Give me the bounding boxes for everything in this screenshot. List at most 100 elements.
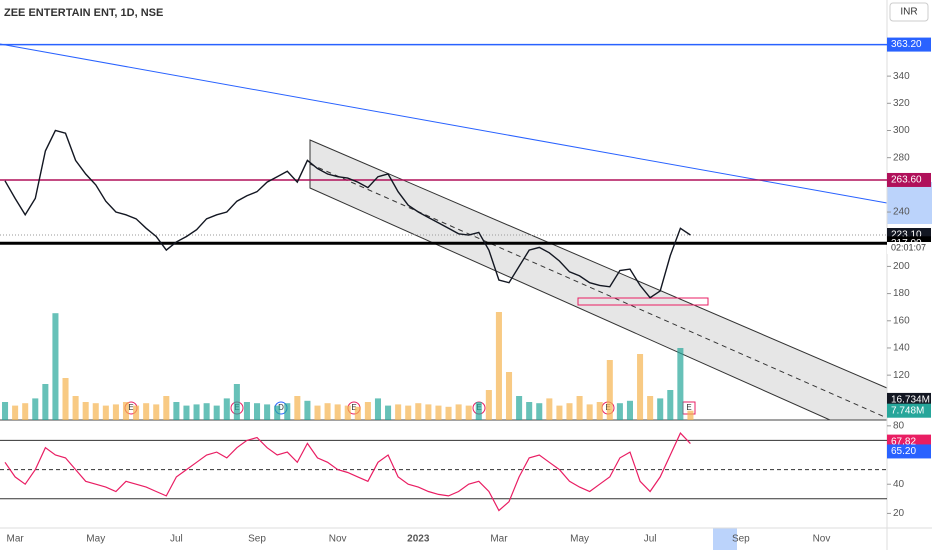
volume-label: 7.748M (891, 405, 924, 416)
volume-bar (667, 390, 674, 420)
volume-bar (112, 404, 119, 420)
x-tick-label: Jul (170, 534, 183, 545)
y-tick-label: 120 (893, 370, 910, 381)
event-label: E (686, 403, 691, 412)
volume-bar (647, 396, 654, 420)
volume-bar (223, 398, 230, 420)
x-tick-label: May (86, 534, 105, 545)
volume-bar (657, 398, 664, 420)
x-tick-label: Nov (329, 534, 347, 545)
volume-bar (52, 313, 59, 420)
y-tick-label: 300 (893, 125, 910, 136)
y-tick-label: 240 (893, 207, 910, 218)
volume-bar (485, 390, 492, 420)
rsi-label: 67.82 (891, 436, 916, 447)
volume-bar (385, 405, 392, 420)
rsi-label: 65.20 (891, 446, 916, 457)
volume-bar (294, 396, 301, 420)
volume-bar (435, 405, 442, 420)
volume-bar (576, 396, 583, 420)
volume-bar (62, 378, 69, 420)
volume-bar (92, 403, 99, 420)
volume-bar (122, 402, 130, 420)
price-level-label: 363.20 (891, 39, 922, 50)
volume-bar (274, 405, 281, 420)
price-level-label-box (887, 37, 931, 52)
volume-bar (465, 405, 472, 420)
volume-bar (32, 398, 39, 420)
volume-bar (153, 404, 160, 420)
y-tick-label: 320 (893, 98, 910, 109)
timer: 02:01:07 (891, 242, 926, 252)
volume-bar (364, 402, 371, 420)
volume-bar (354, 406, 361, 420)
currency[interactable]: INR (900, 7, 917, 18)
volume-bar (304, 400, 311, 420)
volume-bar (133, 405, 140, 420)
volume-bar (203, 403, 210, 420)
volume-bar (677, 348, 684, 420)
volume-bar (173, 402, 180, 420)
volume-bar (374, 398, 382, 420)
rsi-line (4, 432, 691, 512)
channel (309, 139, 888, 421)
chart-title: ZEE ENTERTAIN ENT, 1D, NSE (4, 7, 163, 19)
volume-bar (102, 405, 109, 420)
volume-bar (626, 400, 633, 420)
volume-bar (344, 405, 351, 420)
volume-bar (163, 396, 170, 420)
volume-bar (495, 312, 502, 420)
volume-bar (183, 405, 190, 420)
rsi-tick-label: 20 (893, 508, 905, 519)
volume-bar (556, 405, 563, 420)
y-tick-label: 140 (893, 343, 910, 354)
volume-bar (516, 396, 523, 420)
price-level-label: 223.10 (891, 230, 922, 241)
time-highlight (713, 528, 737, 550)
y-tick-label: 280 (893, 152, 910, 163)
x-tick-label: Mar (7, 534, 25, 545)
x-tick-label: 2023 (407, 534, 430, 545)
price-level-label-box (887, 172, 931, 187)
volume-bar (143, 403, 150, 420)
volume-bar (324, 403, 331, 420)
rsi-label-box (887, 444, 931, 459)
y-tick-label: 160 (893, 315, 910, 326)
y-tick-label: 200 (893, 261, 910, 272)
volume-label: 16.734M (891, 395, 930, 406)
volume-bar (526, 402, 533, 420)
y-tick-label: 340 (893, 71, 910, 82)
currency-box[interactable] (889, 2, 929, 22)
volume-bar (425, 404, 432, 420)
volume-bar (254, 403, 261, 420)
trend-line (0, 43, 888, 204)
rsi-tick-label: 80 (893, 420, 905, 431)
volume-bar (334, 404, 341, 420)
volume-label-box (887, 403, 931, 418)
volume-bar (455, 404, 462, 420)
zone-box (577, 297, 709, 306)
rsi-tick-label: 40 (893, 479, 905, 490)
volume-bar (233, 384, 240, 420)
volume-bar (12, 405, 19, 420)
y-tick-label: 180 (893, 288, 910, 299)
x-tick-label: Nov (813, 534, 831, 545)
volume-bar (687, 410, 694, 420)
volume-bar (616, 403, 623, 420)
price-line (4, 129, 691, 299)
volume-bar (415, 403, 422, 420)
volume-bar (213, 405, 220, 420)
volume-bar (284, 403, 291, 420)
volume-bar (475, 402, 482, 420)
volume-bar (445, 406, 452, 420)
volume-bar (22, 403, 29, 420)
volume-bar (314, 405, 321, 420)
axis-highlight (887, 182, 932, 224)
volume-bar (405, 405, 412, 420)
volume-bar (264, 404, 271, 420)
volume-bar (193, 404, 200, 420)
event-label: D (278, 403, 284, 412)
volume-bar (586, 404, 593, 420)
